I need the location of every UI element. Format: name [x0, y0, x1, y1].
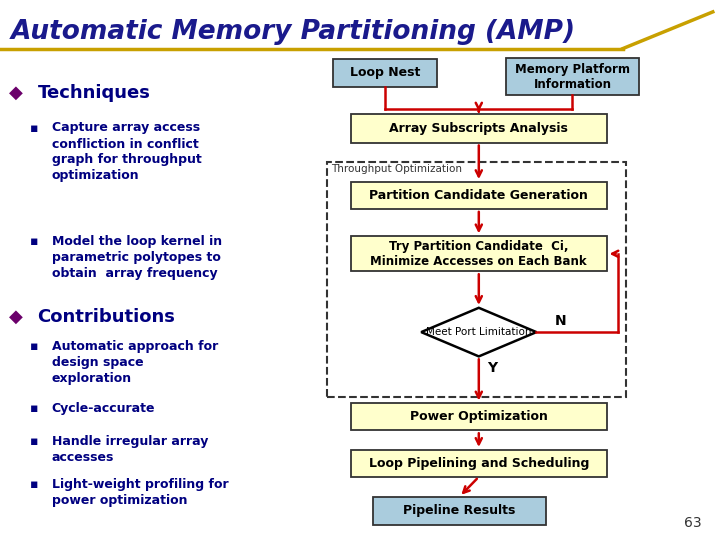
FancyBboxPatch shape: [351, 182, 606, 209]
Text: ◆: ◆: [9, 84, 22, 102]
Text: Capture array access
confliction in conflict
graph for throughput
optimization: Capture array access confliction in conf…: [52, 122, 202, 183]
Text: Y: Y: [487, 361, 498, 375]
Text: Array Subscripts Analysis: Array Subscripts Analysis: [390, 122, 568, 135]
Text: Automatic Memory Partitioning (AMP): Automatic Memory Partitioning (AMP): [11, 19, 576, 45]
FancyBboxPatch shape: [351, 450, 606, 477]
Text: ▪: ▪: [30, 235, 39, 248]
Text: N: N: [554, 314, 566, 328]
Text: Contributions: Contributions: [37, 308, 175, 326]
Text: Try Partition Candidate  Ci,
Minimize Accesses on Each Bank: Try Partition Candidate Ci, Minimize Acc…: [371, 240, 587, 268]
Text: Loop Nest: Loop Nest: [350, 66, 420, 79]
Text: Power Optimization: Power Optimization: [410, 410, 548, 423]
Text: Light-weight profiling for
power optimization: Light-weight profiling for power optimiz…: [52, 478, 228, 507]
Text: Throughput Optimization: Throughput Optimization: [331, 164, 462, 174]
Text: ▪: ▪: [30, 402, 39, 415]
Text: Techniques: Techniques: [37, 84, 150, 102]
Text: Cycle-accurate: Cycle-accurate: [52, 402, 156, 415]
Text: Meet Port Limitation: Meet Port Limitation: [426, 327, 531, 337]
Text: Partition Candidate Generation: Partition Candidate Generation: [369, 189, 588, 202]
Text: ◆: ◆: [9, 308, 22, 326]
FancyBboxPatch shape: [333, 59, 438, 87]
Polygon shape: [421, 308, 536, 356]
Text: ▪: ▪: [30, 340, 39, 353]
Text: Model the loop kernel in
parametric polytopes to
obtain  array frequency: Model the loop kernel in parametric poly…: [52, 235, 222, 280]
Text: ▪: ▪: [30, 122, 39, 134]
FancyBboxPatch shape: [351, 403, 606, 430]
FancyBboxPatch shape: [373, 497, 546, 525]
FancyBboxPatch shape: [505, 58, 639, 95]
FancyBboxPatch shape: [351, 114, 606, 143]
Text: Pipeline Results: Pipeline Results: [403, 504, 516, 517]
FancyBboxPatch shape: [351, 237, 606, 271]
Text: Loop Pipelining and Scheduling: Loop Pipelining and Scheduling: [369, 457, 589, 470]
Text: Memory Platform
Information: Memory Platform Information: [515, 63, 630, 91]
Text: 63: 63: [685, 516, 702, 530]
Text: Automatic approach for
design space
exploration: Automatic approach for design space expl…: [52, 340, 218, 385]
Text: ▪: ▪: [30, 435, 39, 448]
Text: ▪: ▪: [30, 478, 39, 491]
Text: Handle irregular array
accesses: Handle irregular array accesses: [52, 435, 208, 464]
